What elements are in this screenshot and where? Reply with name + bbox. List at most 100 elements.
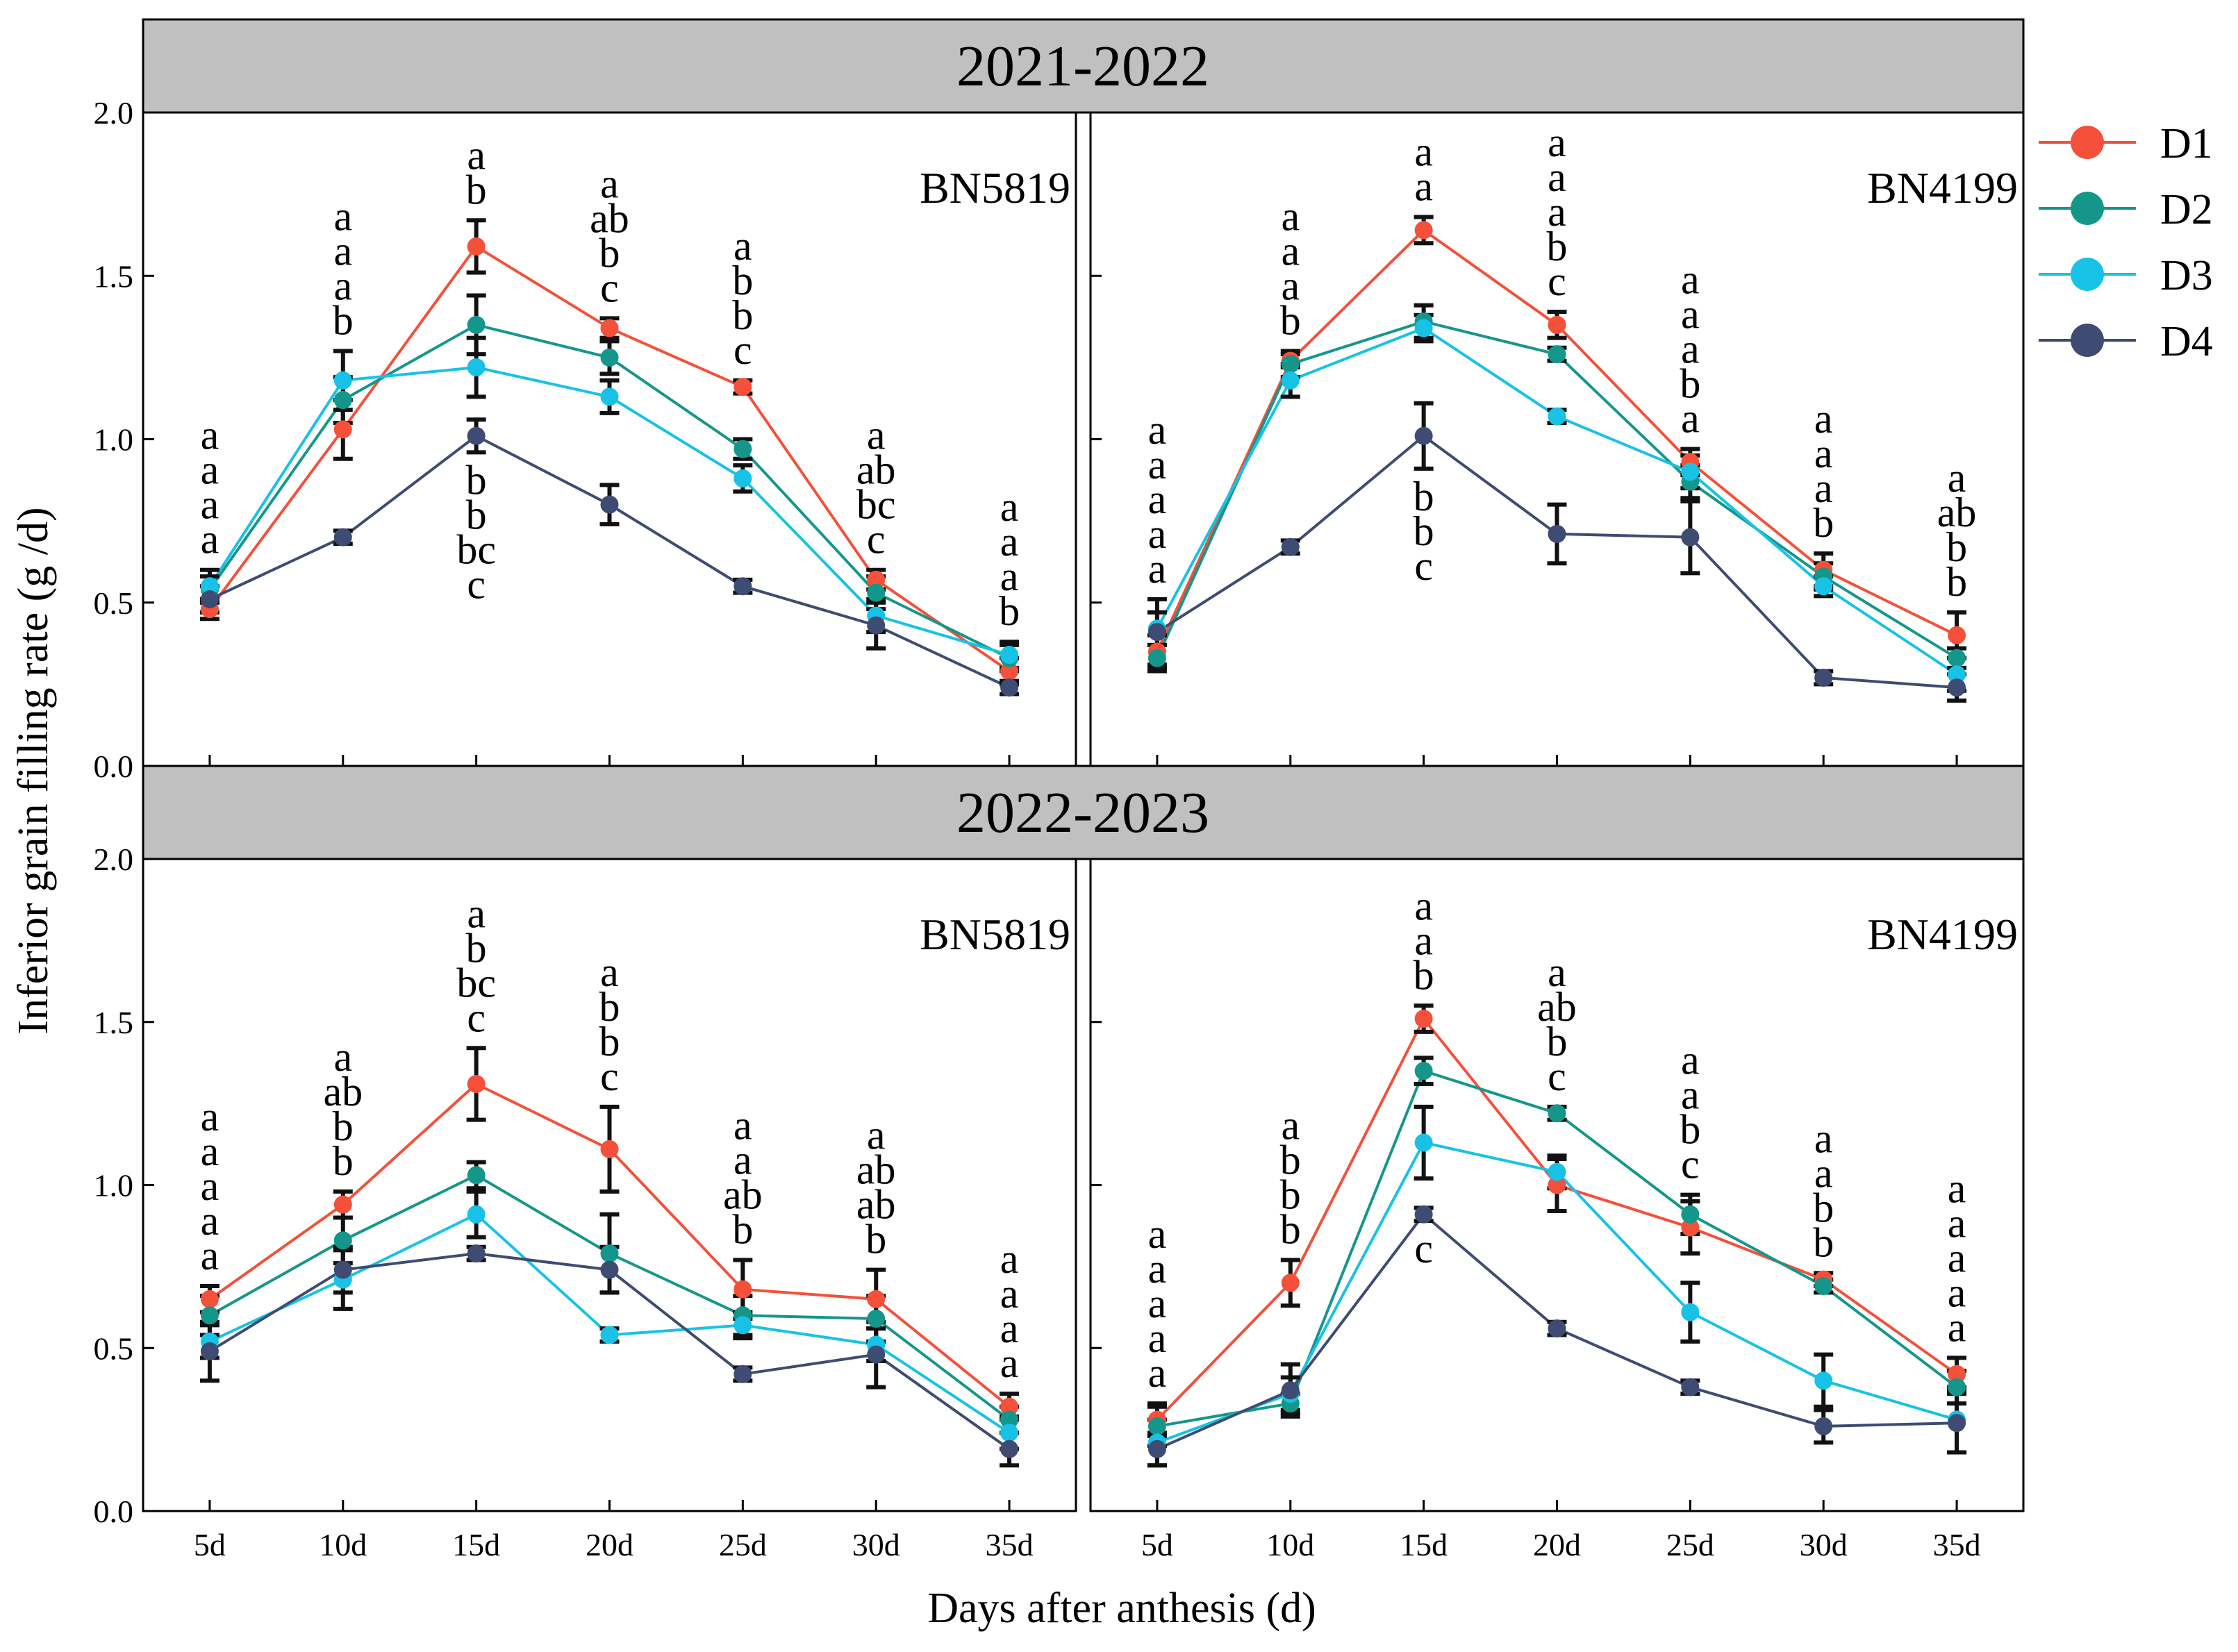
- significance-letter: a: [1281, 1102, 1300, 1148]
- data-point-D4: [733, 1365, 752, 1383]
- significance-letter: b: [1813, 1185, 1834, 1230]
- data-point-D4: [467, 1244, 486, 1263]
- significance-letter: a: [201, 517, 219, 562]
- data-point-D3: [1814, 1371, 1833, 1390]
- significance-letter: a: [1148, 476, 1167, 522]
- data-point-D4: [1147, 623, 1166, 642]
- legend-marker-D2: [2071, 192, 2104, 225]
- significance-letter: a: [201, 1163, 219, 1209]
- legend-label-D2: D2: [2160, 186, 2213, 233]
- y-axis-label: Inferior grain filling rate (g /d): [10, 507, 57, 1034]
- significance-letter: b: [1680, 1107, 1700, 1153]
- significance-letter: b: [466, 457, 487, 503]
- data-point-D1: [1281, 1274, 1300, 1292]
- significance-letter: a: [467, 890, 486, 936]
- year-strip-label: 2021-2022: [956, 34, 1209, 99]
- legend-label-D3: D3: [2160, 252, 2213, 299]
- data-point-D3: [1681, 1303, 1700, 1321]
- significance-letter: a: [1948, 1235, 1966, 1280]
- y-tick-label: 2.0: [94, 842, 134, 877]
- significance-letter: a: [1148, 1280, 1167, 1326]
- significance-letter: a: [733, 223, 752, 269]
- x-tick-label: 30d: [852, 1527, 900, 1562]
- data-point-D3: [467, 358, 486, 376]
- year-strips: 2021-2022 2022-2023: [142, 18, 2025, 860]
- significance-letter: bc: [856, 482, 896, 528]
- data-point-D2: [1681, 1205, 1700, 1224]
- significance-letter: a: [201, 1233, 219, 1278]
- significance-letter: c: [1548, 1053, 1566, 1099]
- x-tick-label: 25d: [1666, 1527, 1714, 1562]
- significance-letter: b: [599, 230, 620, 276]
- data-point-D3: [1948, 665, 1966, 684]
- significance-letter: a: [867, 412, 886, 458]
- significance-letter: a: [333, 1034, 352, 1080]
- data-point-D4: [733, 577, 752, 596]
- data-point-D4: [467, 426, 486, 445]
- data-point-D3: [733, 469, 752, 487]
- data-point-D2: [1948, 649, 1966, 667]
- significance-letter: a: [1000, 553, 1019, 599]
- significance-letter: a: [1000, 1340, 1019, 1386]
- data-point-D4: [867, 1345, 886, 1364]
- significance-letter: a: [1281, 228, 1300, 274]
- significance-letter: a: [1281, 193, 1300, 239]
- x-tick-label: 20d: [1533, 1527, 1581, 1562]
- significance-letter: a: [201, 447, 219, 493]
- data-point-D4: [333, 1260, 352, 1279]
- significance-letter: ab: [1937, 490, 1977, 535]
- significance-letter: a: [201, 482, 219, 528]
- data-point-D4: [200, 590, 219, 609]
- significance-letter: b: [1280, 1171, 1301, 1217]
- significance-letter: ab: [590, 195, 629, 241]
- data-point-D3: [1681, 462, 1700, 481]
- significance-letter: a: [1548, 119, 1566, 165]
- data-point-D4: [1414, 426, 1433, 445]
- significance-letter: a: [1000, 1236, 1019, 1282]
- legend-marker-D3: [2071, 258, 2104, 291]
- significance-letter: a: [1548, 189, 1566, 235]
- data-point-D1: [1948, 626, 1966, 644]
- significance-letter: a: [1414, 164, 1433, 210]
- significance-letter: a: [600, 160, 619, 206]
- significance-letter: b: [1813, 1219, 1834, 1265]
- x-axis-label: Days after anthesis (d): [927, 1585, 1316, 1632]
- significance-letter: c: [1414, 543, 1433, 589]
- data-point-D4: [600, 1260, 619, 1279]
- significance-letter: a: [1681, 1072, 1700, 1118]
- data-point-D3: [333, 371, 352, 390]
- y-tick-label: 1.5: [94, 258, 134, 294]
- data-point-D2: [733, 440, 752, 458]
- x-tick-label: 10d: [1266, 1527, 1314, 1562]
- significance-letter: a: [1281, 262, 1300, 308]
- data-point-D3: [1548, 1162, 1566, 1181]
- x-tick-label: 20d: [586, 1527, 633, 1562]
- significance-letter: b: [1414, 952, 1434, 998]
- significance-letter: b: [1414, 474, 1434, 519]
- data-point-D1: [1414, 221, 1433, 240]
- y-tick-label: 0.5: [94, 1330, 134, 1366]
- data-point-D4: [1147, 1440, 1166, 1458]
- year-strip-2: [142, 765, 2025, 860]
- data-point-D4: [1814, 668, 1833, 687]
- significance-letter: b: [732, 292, 753, 338]
- significance-letter: c: [467, 994, 486, 1040]
- significance-letter: a: [1814, 1115, 1833, 1161]
- data-point-D2: [600, 348, 619, 367]
- significance-letter: b: [333, 1138, 354, 1184]
- significance-letter: b: [865, 1217, 886, 1262]
- data-point-D2: [1147, 649, 1166, 667]
- series-line-D3: [1156, 326, 1958, 676]
- data-point-D1: [1414, 1010, 1433, 1028]
- data-point-D4: [1281, 1381, 1300, 1400]
- significance-letter: b: [1946, 559, 1967, 605]
- significance-letter: b: [1280, 1137, 1301, 1183]
- significance-letter: b: [1280, 1206, 1301, 1252]
- legend-marker-D4: [2071, 324, 2104, 357]
- x-tick-label: 15d: [1400, 1527, 1448, 1562]
- significance-letter: a: [1681, 326, 1700, 372]
- significance-letter: c: [733, 327, 752, 373]
- significance-letter: a: [1148, 546, 1167, 592]
- data-point-D2: [333, 391, 352, 410]
